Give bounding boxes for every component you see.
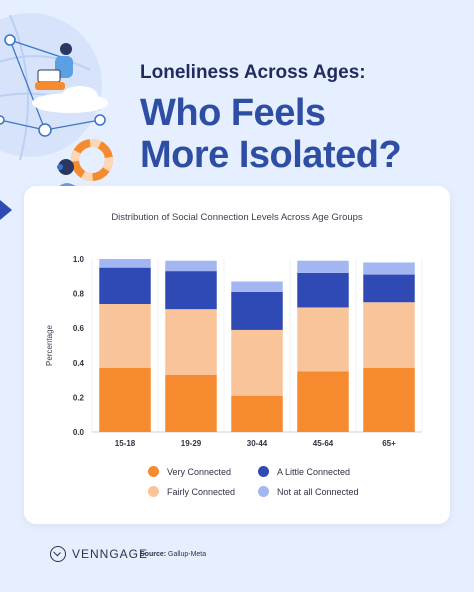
legend-swatch	[148, 466, 159, 477]
source-label: Source:	[140, 551, 167, 558]
bar-segment-not-at-all-connected	[297, 260, 349, 273]
y-tick-label: 0.0	[73, 428, 85, 437]
legend-swatch	[258, 466, 269, 477]
lifebuoy-icon	[71, 139, 113, 181]
bar-segment-very-connected	[363, 367, 415, 432]
bar-segment-fairly-connected	[99, 303, 151, 368]
legend-item-a-little-connected: A Little Connected	[258, 466, 350, 477]
bar-segment-not-at-all-connected	[231, 281, 283, 292]
source-value: Gallup-Meta	[168, 551, 207, 558]
y-tick-label: 0.4	[73, 359, 85, 368]
legend-label: A Little Connected	[277, 466, 351, 477]
hero-illustration	[0, 13, 113, 220]
bar-segment-very-connected	[99, 367, 151, 432]
bar-segment-very-connected	[297, 371, 349, 432]
y-tick-label: 1.0	[73, 255, 85, 264]
bar-segment-fairly-connected	[363, 302, 415, 368]
x-tick-label: 45-64	[313, 439, 334, 448]
page-headline: Who Feels More Isolated?	[140, 92, 470, 176]
bar-segment-a-little-connected	[231, 291, 283, 330]
bar-segment-fairly-connected	[165, 309, 217, 375]
x-tick-label: 30-44	[247, 439, 268, 448]
legend-item-very-connected: Very Connected	[148, 466, 231, 477]
y-tick-label: 0.8	[73, 290, 85, 299]
stacked-bar-chart: 0.0 0.2 0.4 0.6 0.8 1.0 Percentage 15-18 19-29 30…	[45, 255, 423, 448]
chart-title: Distribution of Social Connection Levels…	[111, 212, 363, 223]
legend-swatch	[258, 486, 269, 497]
bar-segment-a-little-connected	[165, 271, 217, 310]
venngage-logo-icon	[50, 546, 66, 562]
y-axis-label: Percentage	[45, 324, 54, 365]
headline-line-2: More Isolated?	[140, 134, 402, 176]
venngage-logo: VENNGAGE	[50, 546, 148, 562]
x-tick-label: 15-18	[115, 439, 136, 448]
bar-segment-very-connected	[165, 374, 217, 432]
cloud-icon	[32, 86, 108, 113]
bar-segment-fairly-connected	[297, 307, 349, 372]
bar-segment-not-at-all-connected	[99, 259, 151, 268]
legend-label: Not at all Connected	[277, 486, 359, 497]
bar-segment-very-connected	[231, 395, 283, 432]
x-tick-label: 65+	[382, 439, 396, 448]
x-tick-label: 19-29	[181, 439, 202, 448]
legend-label: Fairly Connected	[167, 486, 236, 497]
bar-segment-fairly-connected	[231, 329, 283, 396]
bar-segment-not-at-all-connected	[165, 260, 217, 272]
legend-label: Very Connected	[167, 466, 232, 477]
y-tick-label: 0.6	[73, 324, 85, 333]
source-note: Source: Gallup-Meta	[140, 551, 206, 558]
headline-line-1: Who Feels	[140, 92, 326, 134]
person-on-cloud-illustration	[35, 43, 73, 90]
legend-item-not-at-all-connected: Not at all Connected	[258, 486, 359, 497]
legend-swatch	[148, 486, 159, 497]
y-tick-label: 0.2	[73, 393, 85, 402]
page-subtitle: Loneliness Across Ages:	[140, 62, 366, 83]
bar-segment-not-at-all-connected	[363, 262, 415, 275]
bar-segment-a-little-connected	[363, 274, 415, 303]
legend-item-fairly-connected: Fairly Connected	[148, 486, 235, 497]
brand-name: VENNGAGE	[72, 547, 149, 561]
person-silhouette-illustration	[0, 200, 12, 220]
bar-segment-a-little-connected	[297, 272, 349, 308]
chart-card: Distribution of Social Connection Levels…	[24, 186, 450, 524]
bar-segment-a-little-connected	[99, 267, 151, 304]
